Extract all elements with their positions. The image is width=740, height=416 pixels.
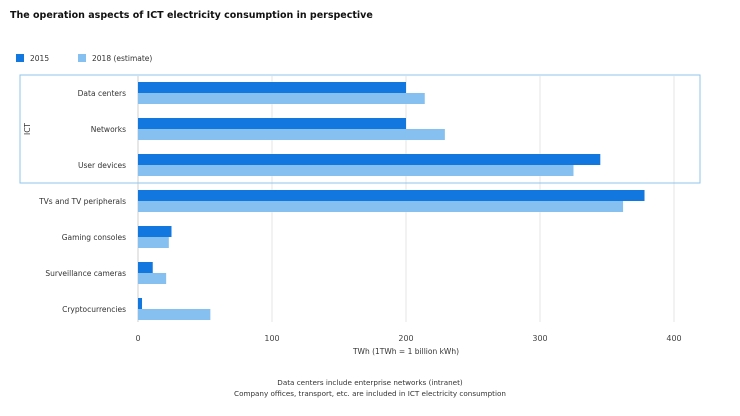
bar-2015-tvs-and-tv-peripherals [138, 190, 645, 201]
legend-label-2018: 2018 (estimate) [92, 54, 153, 63]
ict-group-label: ICT [23, 123, 32, 135]
legend-label-2015: 2015 [30, 54, 50, 63]
bar-2015-surveillance-cameras [138, 262, 153, 273]
legend-swatch-2018 [78, 54, 86, 62]
category-label-user-devices: User devices [78, 161, 126, 170]
category-label-cryptocurrencies: Cryptocurrencies [62, 305, 126, 314]
x-tick-label-400: 400 [666, 334, 681, 343]
bar-2018-estimate-user-devices [138, 165, 574, 176]
category-label-surveillance-cameras: Surveillance cameras [45, 269, 126, 278]
bar-2015-cryptocurrencies [138, 298, 143, 309]
footnote-1: Data centers include enterprise networks… [277, 378, 463, 387]
category-label-gaming-consoles: Gaming consoles [62, 233, 126, 242]
x-tick-label-0: 0 [135, 334, 140, 343]
footnote-2: Company offices, transport, etc. are inc… [234, 389, 506, 398]
chart-title: The operation aspects of ICT electricity… [10, 10, 373, 21]
bar-2018-estimate-gaming-consoles [138, 237, 169, 248]
x-tick-label-300: 300 [532, 334, 547, 343]
bar-2015-networks [138, 118, 406, 129]
category-label-data-centers: Data centers [78, 89, 126, 98]
bar-2018-estimate-tvs-and-tv-peripherals [138, 201, 624, 212]
x-axis-label: TWh (1TWh = 1 billion kWh) [352, 347, 459, 356]
legend-swatch-2015 [16, 54, 24, 62]
ict-group-box [19, 74, 701, 184]
bar-2018-estimate-networks [138, 129, 445, 140]
bar-2015-user-devices [138, 154, 601, 165]
bar-2018-estimate-surveillance-cameras [138, 273, 167, 284]
category-label-networks: Networks [91, 125, 126, 134]
bar-2015-data-centers [138, 82, 406, 93]
bar-2018-estimate-cryptocurrencies [138, 309, 211, 320]
category-label-tvs-and-tv-peripherals: TVs and TV peripherals [38, 197, 126, 206]
bar-2015-gaming-consoles [138, 226, 172, 237]
bar-2018-estimate-data-centers [138, 93, 425, 104]
x-tick-label-200: 200 [398, 334, 413, 343]
x-tick-label-100: 100 [264, 334, 279, 343]
